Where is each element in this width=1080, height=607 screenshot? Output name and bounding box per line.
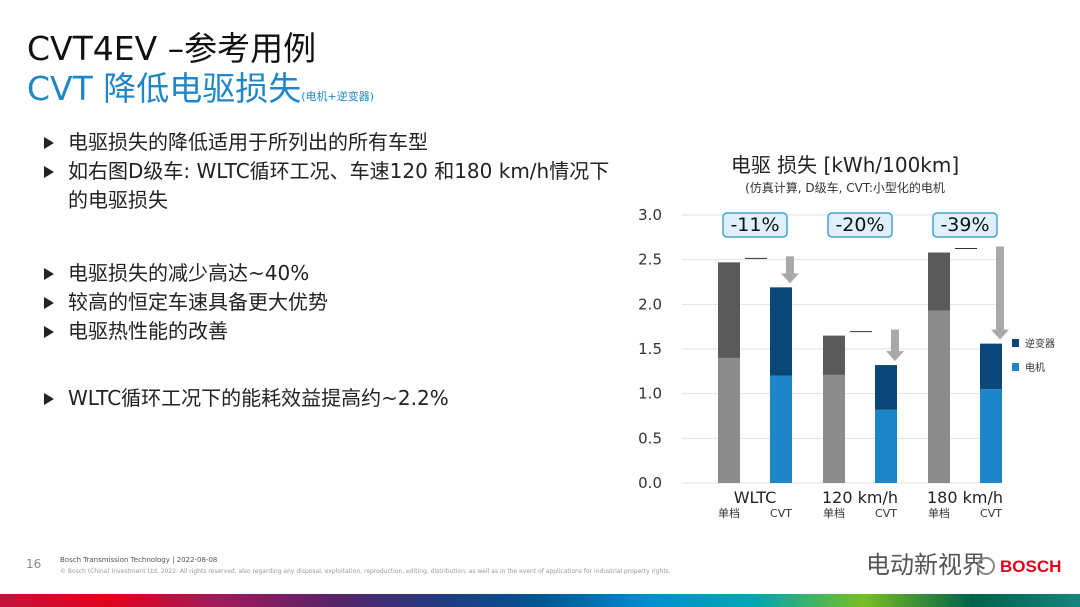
bullet-text: 电驱热性能的改善 [68,319,228,343]
page-number: 16 [26,557,42,571]
bar-label: CVT [875,507,897,520]
bullet-item: 较高的恒定车速具备更大优势 [42,288,622,317]
subtitle-main: CVT 降低电驱损失 [27,69,302,108]
legend-label: 电机 [1025,361,1045,374]
watermark-text: 电动新视界 [866,551,986,579]
reduction-badge [932,212,998,238]
bar-segment-inverter [875,365,897,410]
bar-segment-inverter [980,343,1002,390]
bar-label: 单档 [718,506,740,520]
y-tick-label: 3.0 [638,206,662,224]
bullet-text: 较高的恒定车速具备更大优势 [68,290,328,314]
bullet-item: WLTC循环工况下的能耗效益提高约~2.2% [42,384,622,413]
bullet-triangle-icon [44,297,54,309]
reduction-arrow [886,329,904,362]
group-label: 180 km/h [927,488,1003,507]
bar-segment-motor [823,374,845,483]
bar-segment-motor [770,375,792,483]
reduction-badge [722,212,788,238]
reduction-label: -20% [835,214,884,236]
bullet-text: 如右图D级车: WLTC循环工况、车速120 和180 km/h情况下的电驱损失 [68,159,610,212]
group-label: WLTC [734,488,777,507]
bullet-item: 如右图D级车: WLTC循环工况、车速120 和180 km/h情况下的电驱损失 [42,157,622,215]
bullet-item: 电驱损失的减少高达~40% [42,259,622,288]
reduction-arrow [991,246,1009,340]
bar-segment-inverter [823,335,845,375]
y-tick-label: 1.0 [638,385,662,403]
bullet-list: 电驱损失的降低适用于所列出的所有车型 如右图D级车: WLTC循环工况、车速12… [42,128,622,413]
bullet-item: 电驱热性能的改善 [42,317,622,346]
bar-label: CVT [980,507,1002,520]
bar-segment-inverter [770,287,792,376]
loss-chart: 电驱 损失 [kWh/100km] (仿真计算, D级车, CVT:小型化的电机 0… [638,153,1055,520]
group-label: 120 km/h [822,488,898,507]
bullet-text: 电驱损失的减少高达~40% [68,261,310,285]
slide-title: CVT4EV –参考用例 [27,29,317,68]
bullet-triangle-icon [44,326,54,338]
legend-label: 逆变器 [1025,337,1055,350]
bullet-triangle-icon [44,137,54,149]
bar-segment-motor [875,409,897,483]
bar-segment-motor [718,357,740,483]
y-tick-label: 1.5 [638,340,662,358]
y-tick-label: 0.0 [638,474,662,492]
reduction-badge [827,212,893,238]
slide-subtitle: CVT 降低电驱损失(电机+逆变器) [27,62,374,110]
legend-swatch [1012,339,1019,347]
y-tick-label: 2.0 [638,295,662,313]
bar-label: CVT [770,507,792,520]
bullet-text: WLTC循环工况下的能耗效益提高约~2.2% [68,386,449,410]
footer-copyright: © Bosch (China) Investment Ltd. 2022. Al… [60,568,671,575]
brand-color-strip [0,594,1080,607]
bar-segment-motor [980,389,1002,483]
bosch-logo-icon [977,557,995,575]
reduction-label: -11% [730,214,779,236]
bullet-item: 电驱损失的降低适用于所列出的所有车型 [42,128,622,157]
chart-title: 电驱 损失 [kWh/100km] [731,153,959,177]
reduction-arrow [781,256,799,284]
brand-name: BOSCH [1000,557,1062,576]
bar-segment-inverter [718,262,740,358]
bullet-triangle-icon [44,166,54,178]
footer-title: Bosch Transmission Technology | 2022-08-… [60,556,218,564]
bar-segment-motor [928,310,950,483]
bullet-triangle-icon [44,393,54,405]
bullet-text: 电驱损失的降低适用于所列出的所有车型 [68,130,428,154]
legend-swatch [1012,363,1019,371]
reduction-label: -39% [940,214,989,236]
subtitle-note: (电机+逆变器) [301,90,375,103]
bar-label: 单档 [928,506,950,520]
bullet-triangle-icon [44,268,54,280]
y-tick-label: 0.5 [638,429,662,447]
bar-segment-inverter [928,252,950,311]
y-tick-label: 2.5 [638,251,662,269]
bar-label: 单档 [823,506,845,520]
chart-subtitle: (仿真计算, D级车, CVT:小型化的电机 [745,180,945,195]
